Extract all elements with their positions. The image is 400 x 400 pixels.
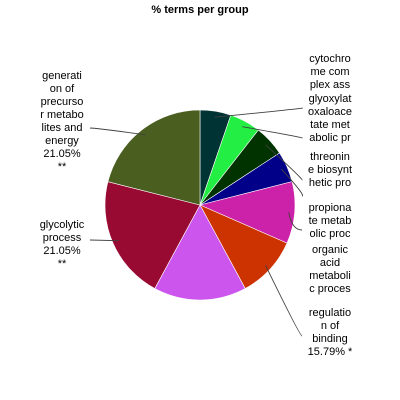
slice-label-line: threonin — [310, 151, 350, 163]
slice-label-1: glyoxylat oxaloace tate met abolic pr — [308, 93, 352, 144]
slice-label-line: 15.79% * — [308, 346, 353, 358]
slice-label-line: on of — [50, 83, 75, 95]
slice-label-line: 21.05% — [43, 148, 81, 160]
slice-label-line: propiona — [309, 202, 353, 214]
slice-label-line: process — [43, 232, 82, 244]
slice-label-7: glycolytic process 21.05% ** — [40, 219, 85, 270]
slice-label-line: r metabo — [40, 109, 83, 121]
slice-label-line: tate met — [310, 119, 350, 131]
slice-label-line: e biosynt — [308, 164, 352, 176]
slice-label-line: precurso — [41, 96, 84, 108]
slice-label-line: generati — [42, 70, 82, 82]
slice-label-5: regulatio n of binding 15.79% * — [308, 307, 353, 358]
slice-label-line: metaboli — [309, 270, 351, 282]
slice-label-line: lites and — [42, 122, 83, 134]
leader-line-0 — [215, 108, 303, 117]
slice-label-line: ** — [58, 258, 67, 270]
slice-label-line: olic proc — [310, 228, 351, 240]
slice-label-line: organic — [312, 244, 349, 256]
slice-label-line: glyoxylat — [309, 93, 352, 105]
slice-label-8: generati on of precurso r metabo lites and en… — [40, 70, 83, 173]
slice-label-3: propiona te metab olic proc — [309, 202, 353, 240]
slice-label-line: glycolytic — [40, 219, 85, 231]
slice-label-line: te metab — [309, 215, 352, 227]
slice-label-line: abolic pr — [309, 132, 351, 144]
slice-label-line: cytochro — [309, 53, 351, 65]
slice-label-line: n of — [321, 320, 340, 332]
pie-slices — [105, 110, 295, 300]
slice-label-line: energy — [45, 135, 79, 147]
leader-line-8 — [90, 128, 145, 135]
slice-label-line: plex ass — [310, 79, 351, 91]
slice-label-line: binding — [312, 333, 347, 345]
slice-label-line: oxaloace — [308, 106, 352, 118]
slice-label-line: 21.05% — [43, 245, 81, 257]
slice-label-line: acid — [320, 257, 340, 269]
slice-label-2: threonin e biosynt hetic pro — [308, 151, 352, 189]
slice-label-line: hetic pro — [309, 177, 351, 189]
leader-line-5 — [266, 265, 303, 336]
slice-label-line: c proces — [309, 283, 351, 295]
slice-label-line: me com — [310, 66, 349, 78]
chart-title: % terms per group — [151, 4, 248, 16]
slice-label-0: cytochro me com plex ass — [309, 53, 351, 91]
slice-label-line: regulatio — [309, 307, 351, 319]
slice-label-line: ** — [58, 161, 67, 173]
slice-label-4: organic acid metaboli c proces — [309, 244, 351, 295]
